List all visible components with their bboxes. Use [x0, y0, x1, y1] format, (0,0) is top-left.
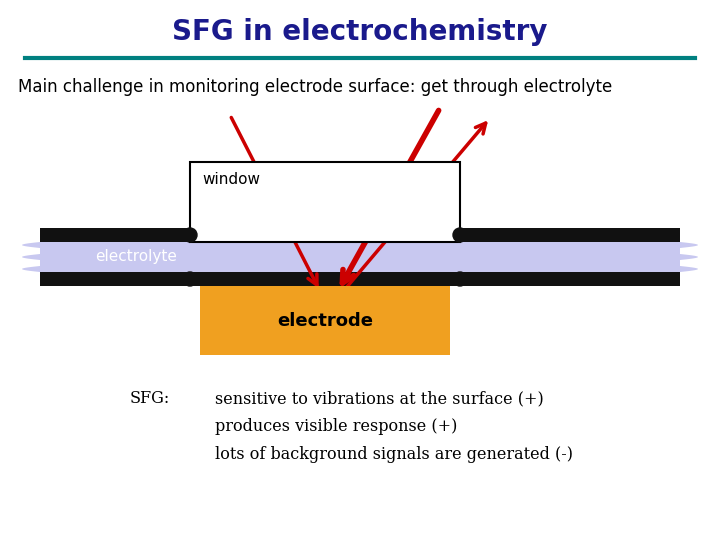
Text: Main challenge in monitoring electrode surface: get through electrolyte: Main challenge in monitoring electrode s… [18, 78, 612, 96]
Text: produces visible response (+): produces visible response (+) [215, 418, 457, 435]
Bar [40, 242, 680, 272]
Bar [190, 162, 460, 242]
Text: SFG:: SFG: [130, 390, 170, 407]
Circle shape [183, 228, 197, 242]
Bar [40, 228, 680, 242]
Bar [40, 272, 680, 286]
Text: electrolyte: electrolyte [95, 249, 177, 265]
Text: window: window [202, 172, 260, 187]
Circle shape [183, 272, 197, 286]
Circle shape [453, 228, 467, 242]
Polygon shape [22, 242, 698, 272]
Text: SFG in electrochemistry: SFG in electrochemistry [172, 18, 548, 46]
Text: electrode: electrode [277, 312, 373, 329]
Text: lots of background signals are generated (-): lots of background signals are generated… [215, 446, 573, 463]
Text: sensitive to vibrations at the surface (+): sensitive to vibrations at the surface (… [215, 390, 544, 407]
Bar [200, 286, 450, 355]
Circle shape [453, 272, 467, 286]
